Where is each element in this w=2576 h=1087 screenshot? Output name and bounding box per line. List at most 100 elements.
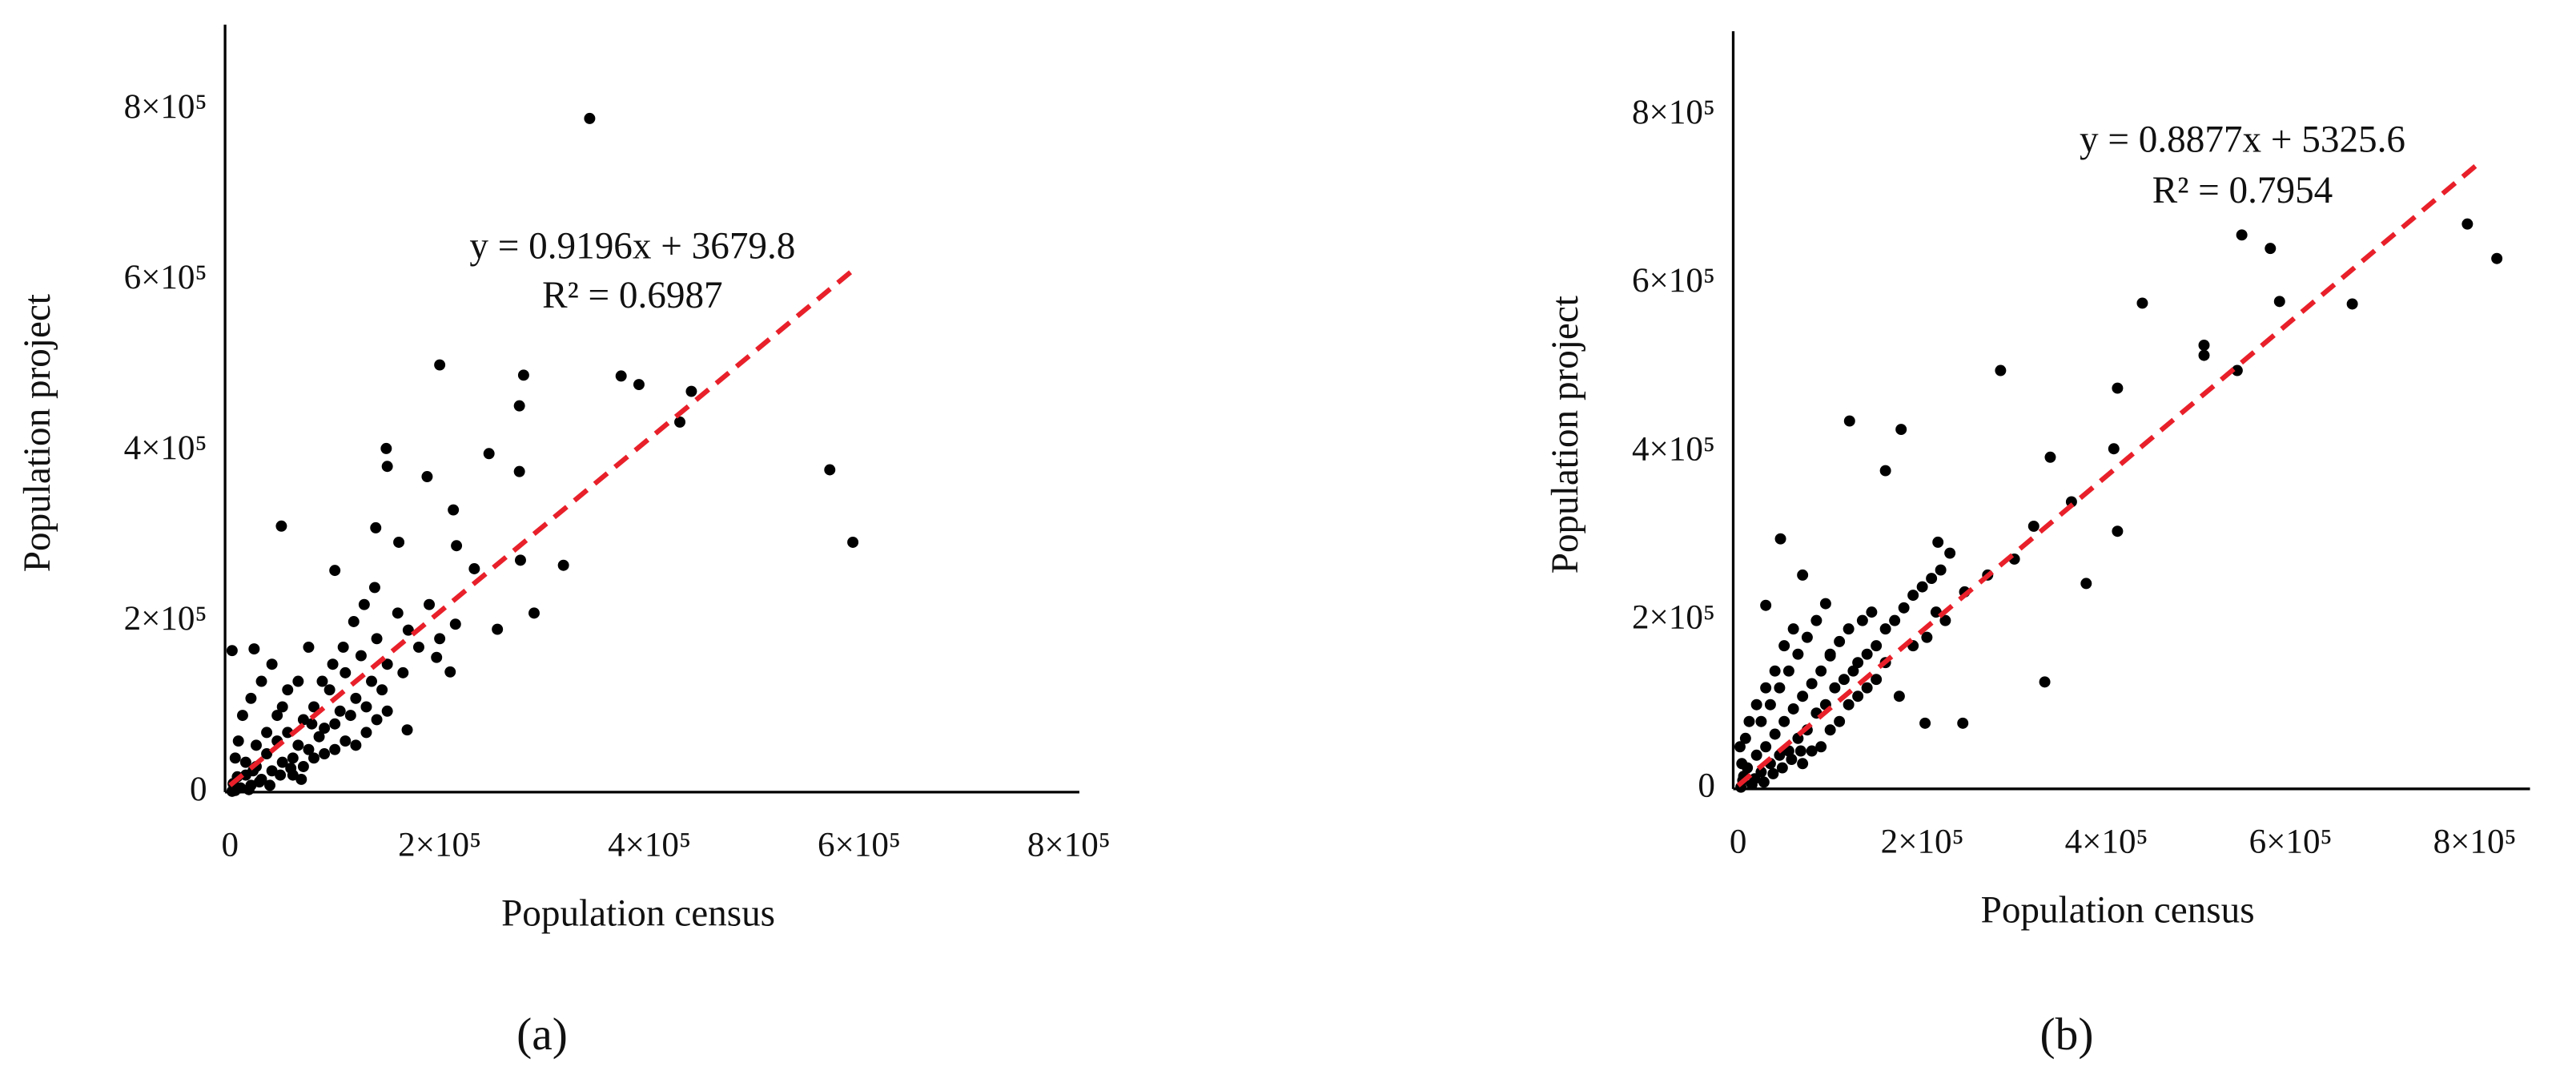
data-point: [287, 752, 299, 764]
data-point: [337, 641, 349, 653]
y-tick-label: 0: [1698, 767, 1715, 805]
data-point: [350, 692, 362, 704]
data-point: [1760, 682, 1772, 694]
data-point: [371, 714, 383, 726]
panel: 0 2×10⁵ 4×10⁵ 6×10⁵ 8×10⁵ 0 2×10⁵ 4×10⁵ 6×10⁵ 8×1…: [17, 24, 1111, 1060]
data-point: [243, 783, 255, 795]
data-point: [1889, 614, 1901, 626]
data-point: [360, 727, 372, 739]
data-point: [276, 756, 288, 768]
data-point: [261, 727, 273, 739]
data-point: [1774, 682, 1786, 694]
data-point: [1879, 465, 1891, 477]
data-point: [2108, 443, 2120, 455]
data-point: [1769, 665, 1781, 677]
data-point: [2080, 578, 2092, 590]
data-point: [514, 554, 526, 566]
data-point: [1750, 749, 1762, 761]
data-point: [2273, 296, 2285, 308]
data-point: [513, 400, 525, 412]
data-point: [355, 650, 367, 662]
data-point: [266, 765, 278, 777]
y-tick-label: 8×10⁵: [124, 88, 207, 126]
data-point: [1736, 758, 1748, 770]
data-point: [253, 776, 265, 788]
data-point: [319, 748, 331, 759]
data-point: [1797, 569, 1809, 581]
data-point: [1760, 599, 1772, 611]
data-point: [245, 692, 257, 704]
data-point: [434, 633, 446, 645]
data-point: [674, 416, 685, 428]
x-tick-label: 4×10⁵: [608, 827, 691, 864]
data-point: [232, 735, 244, 747]
data-point: [633, 379, 645, 391]
data-point: [1926, 573, 1938, 585]
data-point: [1921, 631, 1933, 643]
data-point: [1843, 415, 1855, 427]
data-point: [313, 731, 325, 743]
y-tick-label: 2×10⁵: [1632, 599, 1715, 637]
data-point: [1755, 715, 1767, 727]
data-point: [255, 675, 267, 687]
data-point: [1856, 614, 1868, 626]
data-point: [468, 563, 480, 574]
data-point: [308, 701, 319, 713]
data-point: [2136, 297, 2148, 309]
data-point: [329, 718, 341, 730]
data-point: [1852, 657, 1864, 669]
data-point: [1871, 640, 1883, 652]
data-point: [2236, 229, 2248, 241]
data-point: [824, 464, 836, 476]
data-point: [344, 710, 356, 722]
data-point: [1774, 533, 1786, 545]
data-point: [340, 735, 352, 747]
data-point: [306, 718, 318, 730]
data-point: [236, 710, 248, 722]
data-point: [451, 540, 463, 552]
data-point: [685, 385, 697, 397]
data-point: [1764, 698, 1776, 711]
data-point: [1778, 640, 1790, 652]
data-point: [1743, 715, 1755, 727]
data-point: [1995, 364, 2007, 376]
data-point: [381, 658, 393, 670]
data-point: [275, 769, 287, 781]
data-point: [319, 723, 331, 735]
data-point: [303, 743, 315, 755]
x-tick-label: 6×10⁵: [2249, 823, 2333, 860]
data-point: [282, 684, 294, 696]
data-point: [1893, 690, 1905, 703]
data-point: [1834, 635, 1846, 647]
x-tick-label: 0: [221, 827, 239, 864]
data-point: [340, 666, 352, 678]
y-tick-label: 4×10⁵: [1632, 430, 1715, 468]
data-point: [271, 710, 283, 722]
data-point: [557, 559, 569, 571]
x-tick-label: 2×10⁵: [398, 827, 481, 864]
data-point: [2265, 243, 2277, 255]
data-point: [444, 666, 456, 678]
data-point: [1879, 623, 1891, 635]
data-point: [360, 701, 372, 713]
x-tick-label: 0: [1730, 823, 1747, 860]
data-point: [1810, 614, 1822, 626]
data-point: [1792, 648, 1804, 660]
data-point: [421, 471, 433, 482]
data-point: [358, 598, 370, 610]
data-point: [1750, 698, 1762, 711]
data-point: [1739, 732, 1751, 744]
data-point: [370, 521, 382, 533]
data-point: [327, 658, 339, 670]
y-tick-label: 6×10⁵: [124, 259, 207, 296]
data-point: [334, 705, 346, 717]
data-point: [282, 727, 294, 739]
data-point: [1935, 564, 1947, 576]
equation: y = 0.9196x + 3679.8: [469, 226, 795, 268]
y-axis-title: Population project: [17, 294, 58, 572]
data-point: [348, 616, 360, 627]
data-point: [266, 658, 278, 670]
data-point: [1843, 623, 1855, 635]
data-point: [297, 761, 309, 772]
